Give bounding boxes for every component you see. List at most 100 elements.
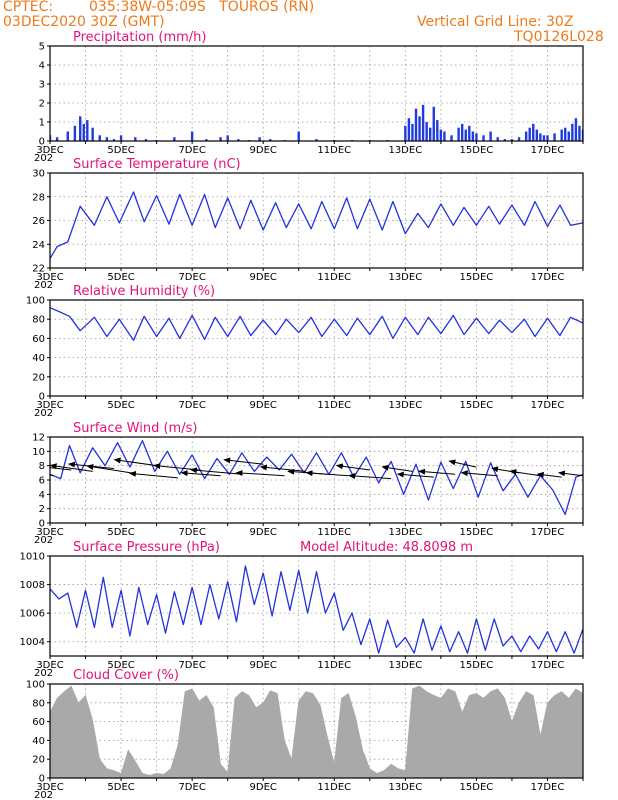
panel-1-bar — [535, 129, 539, 141]
panel-1-bar — [226, 135, 229, 141]
panel-5-xtick-label: 7DEC — [178, 660, 205, 671]
panel-4-ytick-label: 0 — [39, 519, 45, 530]
panel-1-bar — [510, 139, 514, 141]
header-grid-note: Vertical Grid Line: 30Z — [417, 14, 574, 30]
panel-2-xtick-label: 7DEC — [178, 272, 205, 283]
panel-3-xtick-label: 13DEC — [388, 400, 422, 411]
panel-1-bar — [482, 135, 485, 141]
panel-1-xtick-label: 17DEC — [531, 145, 565, 156]
panel-1-bar — [496, 137, 499, 141]
panel-4-wind-arrow — [113, 457, 157, 467]
panel-1-xtick-label: 5DEC — [107, 145, 134, 156]
panel-3-ytick-label: 100 — [26, 296, 45, 307]
panel-4-xtick-label: 7DEC — [178, 527, 205, 538]
panel-3-xtick-label: 17DEC — [531, 400, 565, 411]
panel-4-xtick-label: 17DEC — [531, 527, 565, 538]
panel-3-ytick-label: 20 — [32, 372, 45, 383]
panel-4-ytick-label: 4 — [39, 490, 45, 501]
panel-1-bar — [411, 123, 414, 141]
panel-2-ytick-label: 28 — [32, 192, 45, 203]
panel-1-bar — [439, 129, 443, 141]
panel-1-bar — [560, 129, 563, 141]
panel-6-xtick-label: 11DEC — [317, 782, 351, 793]
header-run-time: 03DEC2020 30Z (GMT) — [3, 14, 165, 30]
panel-3-xtick-label: 5DEC — [107, 400, 134, 411]
panel-2-ytick-label: 24 — [32, 240, 45, 251]
panel-1-xtick-label: 7DEC — [178, 145, 205, 156]
panel-4-wind-arrow — [86, 464, 136, 475]
panel-4-wind-arrow — [128, 470, 178, 479]
panel-1-bar — [86, 120, 89, 141]
panel-1-frame — [49, 45, 584, 142]
panel-1-bar — [297, 131, 300, 141]
panel-1-bar — [574, 118, 578, 141]
panel-1-series — [50, 104, 583, 141]
panel-2-title: Surface Temperature (nC) — [73, 157, 241, 172]
panel-1-bar — [407, 118, 411, 141]
panel-1-bar — [237, 139, 240, 141]
panel-1-bar — [468, 125, 471, 141]
panel-6-ytick-label: 100 — [26, 680, 45, 691]
panel-4-wind-arrow — [189, 467, 242, 475]
panel-4-wind-arrow — [223, 457, 264, 465]
panel-6-xtick-label: 5DEC — [107, 782, 134, 793]
panel-4-wind-arrow — [259, 464, 306, 472]
panel-1-bar — [532, 123, 535, 141]
panel-1-bar — [414, 108, 418, 141]
panel-1-bar — [436, 120, 439, 141]
panel-1-bar — [489, 131, 492, 141]
panel-4-wind-arrow — [460, 470, 498, 477]
panel-4-ytick-label: 2 — [39, 504, 45, 515]
panel-1-ytick-label: 3 — [39, 80, 45, 91]
panel-1-bar — [425, 122, 428, 141]
panel-2-xtick-label: 3DEC — [36, 272, 63, 283]
panel-6-title: Cloud Cover (%) — [73, 668, 179, 683]
panel-1-bar — [578, 125, 581, 141]
panel-1-bar — [542, 135, 546, 141]
panel-1-bar — [98, 135, 101, 141]
panel-6-ytick-label: 20 — [32, 755, 45, 766]
panel-1-bar — [567, 131, 570, 141]
panel-1-bar — [546, 135, 549, 141]
panel-1-bar — [82, 123, 85, 141]
panel-3-ytick-label: 0 — [39, 392, 45, 403]
panel-1-bar — [55, 137, 59, 141]
panel-1-ytick-label: 5 — [39, 42, 45, 53]
panel-1-ytick-label: 4 — [39, 61, 45, 72]
panel-1-xtick-label: 3DEC — [36, 145, 63, 156]
panel-4-wind-arrow — [536, 471, 562, 478]
header-source: CPTEC: — [3, 0, 54, 15]
panel-6-ytick-label: 60 — [32, 717, 45, 728]
panel-4-xtick-label: 11DEC — [317, 527, 351, 538]
panel-6-area — [50, 685, 583, 778]
panel-1-bar — [450, 135, 453, 141]
panel-5-annotation: Model Altitude: 48.8098 m — [300, 540, 473, 555]
panel-3-year-label: 202 — [34, 408, 53, 419]
panel-1-xtick-label: 9DEC — [250, 145, 277, 156]
panel-4-wind-arrow — [235, 470, 285, 477]
panel-3-ytick-label: 80 — [32, 315, 45, 326]
panel-4-wind-arrow — [305, 470, 349, 477]
panel-6-xtick-label: 3DEC — [36, 782, 63, 793]
panel-5-ytick-label: 1010 — [20, 552, 45, 563]
panel-1-bar — [173, 137, 176, 141]
panel-5-xtick-label: 17DEC — [531, 660, 565, 671]
panel-3-title: Relative Humidity (%) — [73, 284, 215, 299]
panel-5-line — [50, 565, 583, 654]
panel-4-wind-arrow — [50, 463, 93, 472]
panel-6-xtick-label: 15DEC — [460, 782, 494, 793]
panel-1-bar — [112, 139, 116, 141]
panel-1-bar — [404, 125, 407, 141]
panel-1-bar — [464, 129, 467, 141]
panel-6-series — [50, 685, 583, 778]
panel-5-xtick-label: 11DEC — [317, 660, 351, 671]
panel-3-xtick-label: 7DEC — [178, 400, 205, 411]
panel-4-xtick-label: 13DEC — [388, 527, 422, 538]
panel-3-xtick-label: 11DEC — [317, 400, 351, 411]
panel-2-xtick-label: 13DEC — [388, 272, 422, 283]
panel-6-xtick-label: 9DEC — [250, 782, 277, 793]
panel-2-year-label: 202 — [34, 280, 53, 291]
panel-4-wind-arrow — [396, 471, 434, 478]
panel-5-year-label: 202 — [34, 668, 53, 679]
panel-4-wind-arrow — [381, 464, 413, 472]
